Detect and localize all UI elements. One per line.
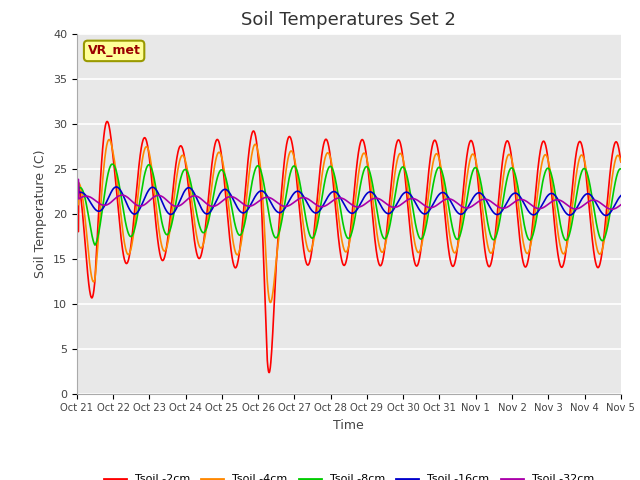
X-axis label: Time: Time xyxy=(333,419,364,432)
Legend: Tsoil -2cm, Tsoil -4cm, Tsoil -8cm, Tsoil -16cm, Tsoil -32cm: Tsoil -2cm, Tsoil -4cm, Tsoil -8cm, Tsoi… xyxy=(99,470,598,480)
Y-axis label: Soil Temperature (C): Soil Temperature (C) xyxy=(35,149,47,278)
Text: VR_met: VR_met xyxy=(88,44,141,58)
Title: Soil Temperatures Set 2: Soil Temperatures Set 2 xyxy=(241,11,456,29)
